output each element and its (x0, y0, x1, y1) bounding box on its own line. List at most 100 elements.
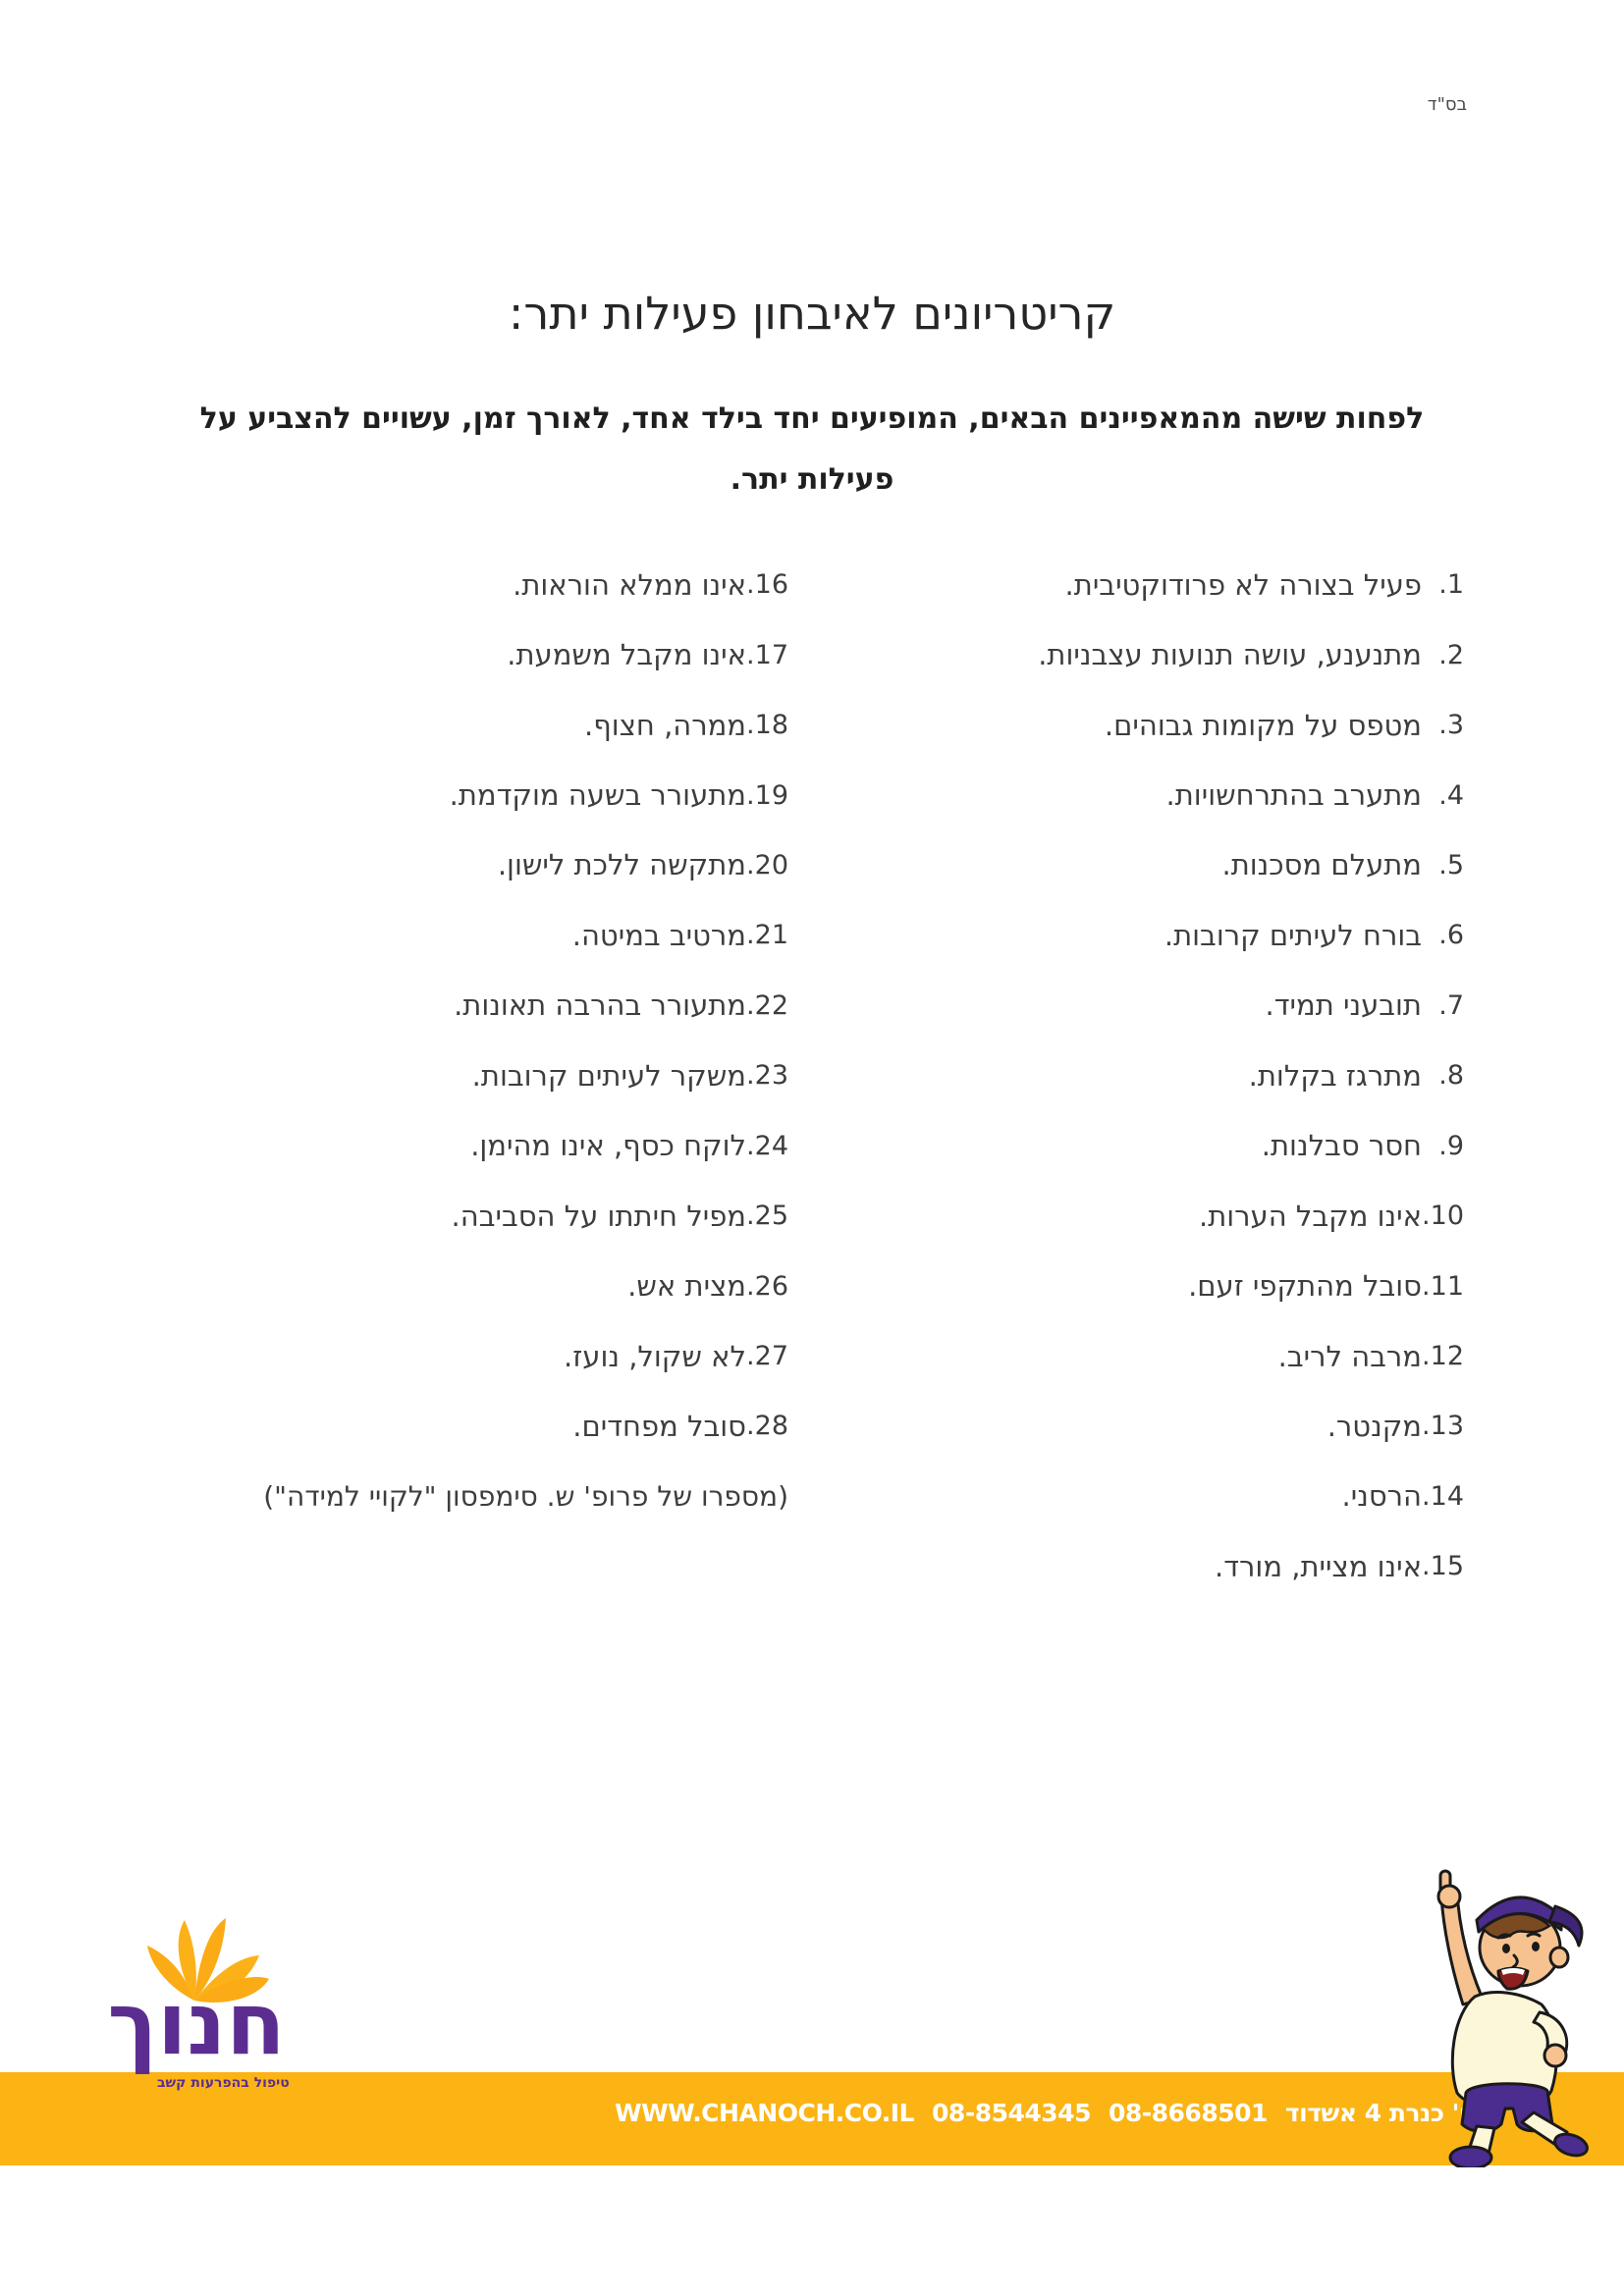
criteria-number: 3. (1438, 710, 1464, 741)
criteria-number: 2. (1438, 639, 1464, 670)
criteria-number: 27. (746, 1341, 788, 1372)
criteria-number: 6. (1438, 920, 1464, 951)
footer-bar (0, 2072, 1624, 2165)
criteria-number: 8. (1438, 1060, 1464, 1092)
criteria-row: 8. מתרגז בקלות. (1042, 1041, 1464, 1110)
criteria-row: 7. תובעני תמיד. (1042, 971, 1465, 1041)
criteria-text: לוקח כסף, אינו מהימן. (470, 1129, 746, 1163)
criteria-row: 23. משקר לעיתים קרובות. (219, 1041, 788, 1110)
logo-tagline: טיפול בהפרעות קשב (157, 2075, 290, 2091)
criteria-row: 25. מפיל חיתתו על הסביבה. (219, 1181, 788, 1251)
criteria-row: 10. אינו מקבל הערות. (1042, 1181, 1464, 1251)
criteria-text: מתעלם מסכנות. (1221, 848, 1423, 882)
criteria-text: בורח לעיתים קרובות. (1164, 918, 1422, 952)
criteria-text: אינו מקבל משמעת. (507, 638, 746, 672)
criteria-column-right: 1. פעיל בצורה לא פרודוקטיבית. 2. מתנענע, עו… (1038, 550, 1465, 1602)
criteria-row: 12. מרבה לריב. (1042, 1321, 1464, 1391)
criteria-number: 24. (746, 1130, 788, 1161)
criteria-text: מרטיב במיטה. (571, 918, 746, 952)
criteria-row: 28. סובל מפחדים. (219, 1391, 788, 1461)
criteria-text: אינו מציית, מורד. (1215, 1549, 1422, 1583)
criteria-number: 28. (746, 1411, 788, 1442)
criteria-row: 18. ממרה, חצוף. (219, 690, 788, 760)
criteria-text: מתערב בהתרחשויות. (1165, 778, 1422, 813)
criteria-row: 19. מתעורר בשעה מוקדמת. (219, 760, 788, 829)
criteria-text: מתנענע, עושה תנועות עצבניות. (1038, 638, 1422, 672)
criteria-row: 15. אינו מציית, מורד. (1042, 1531, 1464, 1601)
logo-petals-icon (147, 1918, 269, 2002)
criteria-number: 18. (746, 710, 788, 741)
criteria-row: 21. מרטיב במיטה. (219, 900, 788, 970)
criteria-number: 17. (746, 639, 788, 670)
criteria-number: 19. (746, 779, 788, 811)
criteria-row: 1. פעיל בצורה לא פרודוקטיבית. (1042, 550, 1464, 619)
criteria-text: תובעני תמיד. (1265, 988, 1423, 1023)
page-subtitle: לפחות שישה מהמאפיינים הבאים, המופיעים יח… (0, 389, 1624, 510)
criteria-row: 2. מתנענע, עושה תנועות עצבניות. (1038, 619, 1464, 689)
criteria-row: 22. מתעורר בהרבה תאונות. (219, 971, 788, 1041)
criteria-row: 13. מקנטר. (1042, 1391, 1464, 1461)
mascot-boy-pointing-icon (1436, 1869, 1589, 2167)
criteria-number: 7. (1438, 989, 1464, 1021)
criteria-text: מתעורר בהרבה תאונות. (454, 988, 746, 1023)
criteria-row: 26. מצית אש. (219, 1251, 788, 1320)
criteria-column-left: 16. אינו ממלא הוראות. 17. אינו מקבל משמעת. 1… (219, 550, 788, 1531)
criteria-text: חסר סבלנות. (1261, 1129, 1422, 1163)
criteria-row: 3. מטפס על מקומות גבוהים. (1042, 690, 1464, 760)
source-note-text: (מספרו של פרופ' ש. סימפסון "לקויי למידה"… (263, 1479, 788, 1513)
criteria-number: 14. (1422, 1480, 1464, 1512)
subtitle-line-1: לפחות שישה מהמאפיינים הבאים, המופיעים יח… (199, 401, 1425, 436)
criteria-number: 11. (1422, 1270, 1464, 1302)
footer-website: WWW.CHANOCH.CO.IL (615, 2099, 915, 2127)
criteria-number: 21. (746, 920, 788, 951)
criteria-number: 9. (1438, 1130, 1464, 1161)
criteria-row: 27. לא שקול, נועז. (219, 1321, 788, 1391)
criteria-number: 5. (1438, 849, 1464, 881)
criteria-number: 10. (1422, 1201, 1464, 1232)
criteria-text: משקר לעיתים קרובות. (471, 1058, 746, 1093)
criteria-row: 14. הרסני. (1042, 1462, 1464, 1531)
criteria-row: 20. מתקשה ללכת לישון. (219, 830, 788, 900)
criteria-text: סובל מפחדים. (572, 1409, 746, 1443)
criteria-text: מרבה לריב. (1277, 1339, 1422, 1373)
criteria-number: 12. (1422, 1341, 1464, 1372)
criteria-text: מתעורר בשעה מוקדמת. (449, 778, 746, 813)
criteria-text: פעיל בצורה לא פרודוקטיבית. (1064, 567, 1422, 602)
page-title: קריטריונים לאיבחון פעילות יתר: (508, 287, 1116, 340)
criteria-number: 22. (746, 989, 788, 1021)
criteria-row: 24. לוקח כסף, אינו מהימן. (219, 1111, 788, 1181)
criteria-number: 23. (746, 1060, 788, 1092)
criteria-text: לא שקול, נועז. (564, 1339, 746, 1373)
criteria-number: 13. (1422, 1411, 1464, 1442)
criteria-row: 17. אינו מקבל משמעת. (219, 619, 788, 689)
criteria-row: 9. חסר סבלנות. (1042, 1111, 1464, 1181)
criteria-text: מתרגז בקלות. (1248, 1058, 1422, 1093)
source-note-row: (מספרו של פרופ' ש. סימפסון "לקויי למידה"… (219, 1462, 788, 1531)
criteria-number: 4. (1438, 779, 1464, 811)
footer-phone-1: 08-8544345 (932, 2099, 1091, 2127)
criteria-row: 5. מתעלם מסכנות. (1042, 830, 1465, 900)
criteria-number: 1. (1438, 569, 1464, 601)
criteria-text: אינו מקבל הערות. (1199, 1199, 1422, 1233)
subtitle-line-2: פעילות יתר. (730, 462, 894, 497)
criteria-row: 16. אינו ממלא הוראות. (219, 550, 788, 619)
criteria-number: 16. (746, 569, 788, 601)
criteria-text: הרסני. (1341, 1479, 1422, 1514)
criteria-text: אינו ממלא הוראות. (513, 567, 746, 602)
criteria-text: ממרה, חצוף. (584, 708, 746, 742)
criteria-number: 15. (1422, 1551, 1464, 1582)
criteria-text: מפיל חיתתו על הסביבה. (451, 1199, 746, 1233)
criteria-number: 26. (746, 1270, 788, 1302)
criteria-text: מטפס על מקומות גבוהים. (1104, 708, 1422, 742)
criteria-number: 25. (746, 1201, 788, 1232)
criteria-text: מצית אש. (627, 1269, 746, 1304)
criteria-text: סובל מהתקפי זעם. (1188, 1269, 1422, 1304)
footer-contact-line: WWW.CHANOCH.CO.IL 08-8544345 08-8668501 … (615, 2099, 1490, 2127)
criteria-row: 11. סובל מהתקפי זעם. (1042, 1251, 1464, 1320)
footer-phone-2: 08-8668501 (1108, 2099, 1268, 2127)
criteria-number: 20. (746, 849, 788, 881)
besd-header: בס"ד (1427, 94, 1467, 115)
logo-wordmark: חנוך (107, 1973, 286, 2074)
criteria-text: מקנטר. (1326, 1409, 1422, 1443)
